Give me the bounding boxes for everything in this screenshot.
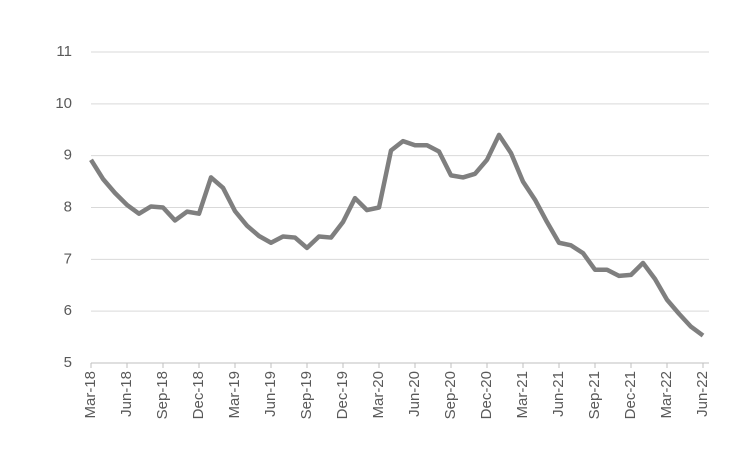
x-tick-label: Jun-18 [118, 371, 135, 417]
data-line [89, 132, 705, 338]
x-tick-label: Jun-19 [262, 371, 279, 417]
y-tick-label: 5 [64, 354, 72, 371]
x-tick-label: Sep-19 [298, 371, 315, 419]
x-tick-label: Dec-20 [478, 371, 495, 419]
y-tick-label: 6 [64, 302, 72, 319]
x-tick-label: Mar-20 [370, 371, 387, 419]
x-tick-label: Jun-20 [406, 371, 423, 417]
y-tick-label: 9 [64, 147, 72, 164]
x-tick-label: Mar-21 [514, 371, 531, 419]
x-tick-label: Sep-21 [586, 371, 603, 419]
y-tick-label: 8 [64, 198, 72, 215]
x-tick-label: Jun-21 [550, 371, 567, 417]
x-tick-label: Dec-21 [622, 371, 639, 419]
x-tick-label: Mar-18 [82, 371, 99, 419]
x-tick-label: Dec-19 [334, 371, 351, 419]
x-tick-label: Sep-18 [154, 371, 171, 419]
y-tick-label: 7 [64, 250, 72, 267]
x-tick-label: Dec-18 [190, 371, 207, 419]
y-tick-label: 11 [56, 43, 72, 60]
x-tick-label: Mar-19 [226, 371, 243, 419]
y-tick-label: 10 [55, 95, 72, 112]
x-tick-label: Mar-22 [658, 371, 675, 419]
x-tick-label: Sep-20 [442, 371, 459, 419]
x-tick-label: Jun-22 [694, 371, 711, 417]
